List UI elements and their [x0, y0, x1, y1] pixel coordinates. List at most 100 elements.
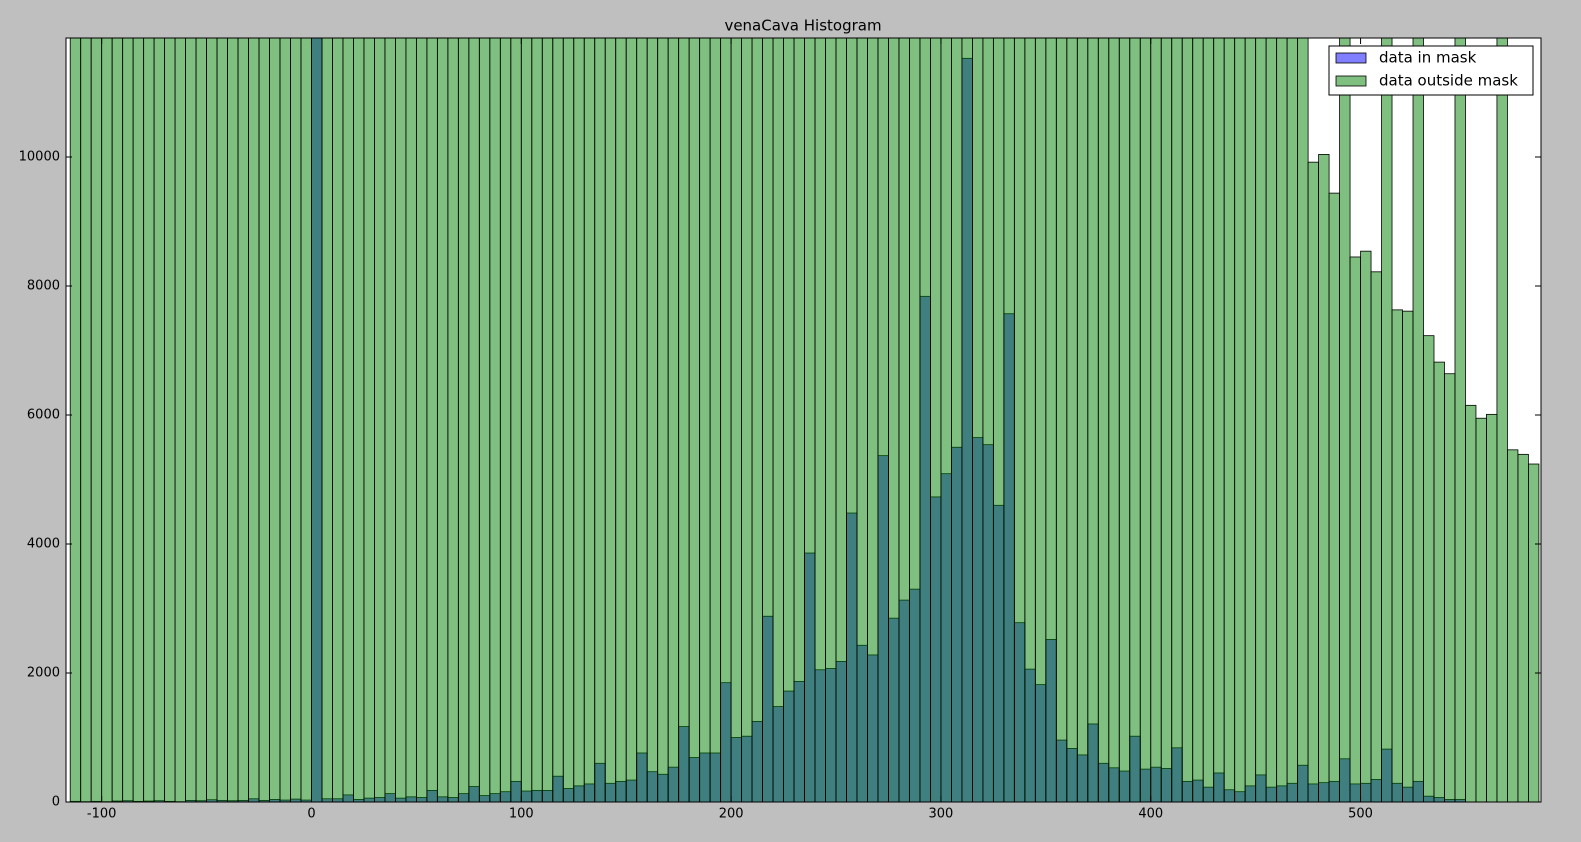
bar [1265, 38, 1278, 802]
bar [111, 38, 124, 802]
bar [951, 38, 963, 802]
bar [835, 38, 847, 802]
bar [1349, 256, 1361, 802]
bar [499, 38, 512, 802]
bar [888, 38, 900, 802]
bar [930, 38, 942, 802]
bar [1150, 38, 1162, 802]
bar [510, 38, 522, 802]
x-tick-label: 500 [1348, 807, 1373, 822]
y-tick-label: 10000 [19, 150, 60, 165]
bar [1423, 335, 1435, 802]
bar [1360, 250, 1372, 802]
bar [699, 38, 711, 802]
bar [468, 38, 480, 802]
y-tick-label: 4000 [27, 537, 60, 552]
bar [132, 38, 145, 802]
bar [101, 38, 113, 802]
x-tick-label: -100 [87, 807, 117, 822]
bars [69, 38, 1540, 802]
bar [248, 38, 260, 802]
bar [520, 38, 533, 802]
bar [562, 38, 575, 802]
bar [69, 38, 82, 802]
bar [720, 38, 732, 802]
bar [1454, 38, 1466, 802]
bar [1055, 38, 1068, 802]
bar [216, 38, 228, 802]
bar [825, 38, 837, 802]
bar [793, 38, 805, 802]
bar [846, 38, 858, 802]
bar [961, 38, 973, 802]
x-tick-label: 400 [1138, 807, 1163, 822]
chart-title: venaCava Histogram [724, 17, 881, 35]
bar [1297, 38, 1309, 802]
y-tick-label: 2000 [27, 666, 60, 681]
bar [237, 38, 249, 802]
bar [1286, 38, 1299, 802]
bar [1255, 38, 1267, 802]
bar [919, 38, 931, 802]
bar [709, 38, 722, 802]
bar [751, 38, 763, 802]
x-tick-label: 100 [509, 807, 534, 822]
bar [342, 38, 354, 802]
bar [269, 38, 281, 802]
plot-frame [65, 37, 1542, 803]
x-tick-label: 300 [929, 807, 954, 822]
bar [258, 38, 270, 802]
bar [678, 38, 690, 802]
bar [814, 38, 826, 802]
bar [1087, 38, 1099, 802]
bar [185, 38, 197, 802]
bar [636, 38, 648, 802]
bar [667, 38, 680, 802]
bar [1045, 38, 1057, 802]
axes: -100 0 100 200 300 400 500 0 2000 4000 6000 8000 100… [19, 37, 1542, 822]
x-tick-label: 200 [719, 807, 744, 822]
bar [1276, 38, 1288, 802]
bar [1013, 38, 1026, 802]
bar [1318, 154, 1330, 802]
bar [730, 38, 743, 802]
bar [489, 38, 501, 802]
bar [1034, 38, 1047, 802]
bar [783, 38, 795, 802]
bar [594, 38, 606, 802]
bar [195, 38, 207, 802]
bar [122, 38, 134, 802]
bar [625, 38, 638, 802]
y-tick-label: 0 [52, 795, 60, 810]
bar [80, 38, 92, 802]
bar [1444, 373, 1456, 802]
bar [531, 38, 543, 802]
legend-swatch [1335, 52, 1367, 64]
bar [1066, 38, 1078, 802]
bar [1496, 38, 1508, 802]
bar [1486, 413, 1498, 802]
legend: data in mask data outside mask [1328, 45, 1534, 96]
bar [604, 38, 617, 802]
bar [1181, 38, 1194, 802]
bar [1507, 449, 1519, 802]
bar [657, 38, 669, 802]
bar [174, 38, 186, 802]
y-tick-label: 8000 [27, 279, 60, 294]
bar [741, 38, 753, 802]
bar [1003, 38, 1015, 802]
bar [395, 38, 407, 802]
bar [541, 38, 554, 802]
bar [552, 38, 564, 802]
bar [1202, 38, 1215, 802]
bar [1328, 192, 1340, 802]
y-tick-label: 6000 [27, 408, 60, 423]
bar [909, 38, 921, 802]
bar [940, 38, 952, 802]
bar [583, 38, 596, 802]
legend-swatch [1335, 75, 1367, 87]
bar [1433, 361, 1445, 802]
bar [1160, 38, 1173, 802]
bar [1192, 38, 1204, 802]
